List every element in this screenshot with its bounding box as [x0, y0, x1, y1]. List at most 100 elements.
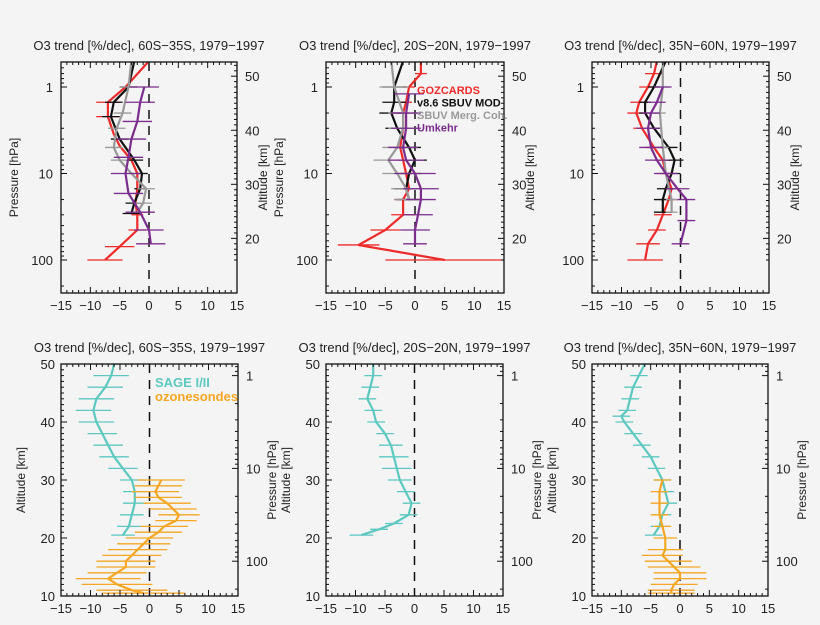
y-tick-label: 40: [572, 415, 586, 430]
x-tick-label: 5: [440, 601, 447, 616]
x-tick-label: −15: [581, 298, 603, 313]
x-tick-label: 15: [230, 298, 244, 313]
x-tick-label: −10: [344, 601, 366, 616]
y-axis-label-right: Pressure [hPa]: [795, 440, 809, 519]
y-right-tick-label: 20: [777, 231, 791, 246]
y-tick-label: 100: [31, 253, 53, 268]
x-tick-label: 5: [706, 601, 713, 616]
panel-title: O3 trend [%/dec], 35N−60N, 1979−1997: [564, 340, 797, 355]
x-tick-label: 10: [200, 298, 214, 313]
y-right-tick-label: 100: [246, 554, 268, 569]
y-right-tick-label: 50: [245, 69, 259, 84]
y-right-tick-label: 1: [246, 369, 253, 384]
legend-entry: Umkehr: [417, 123, 459, 135]
x-tick-label: 0: [676, 601, 683, 616]
y-tick-label: 100: [562, 253, 584, 268]
y-tick-label: 20: [41, 531, 55, 546]
y-tick-label: 10: [39, 167, 53, 182]
y-right-tick-label: 50: [512, 69, 526, 84]
y-tick-label: 50: [41, 357, 55, 372]
series-sbuv-merg-coh-: [105, 62, 155, 213]
panel-title: O3 trend [%/dec], 60S−35S, 1979−1997: [33, 38, 264, 53]
x-tick-label: 0: [145, 298, 152, 313]
y-axis-label-right: Altitude [km]: [523, 144, 537, 210]
x-tick-label: −10: [79, 601, 101, 616]
y-tick-label: 100: [296, 253, 318, 268]
y-right-tick-label: 20: [512, 231, 526, 246]
y-tick-label: 40: [41, 415, 55, 430]
x-tick-label: −15: [581, 601, 603, 616]
x-tick-label: 15: [497, 298, 511, 313]
x-tick-label: −10: [610, 601, 632, 616]
x-tick-label: 5: [441, 298, 448, 313]
panel-6: O3 trend [%/dec], 35N−60N, 1979−1997−15−…: [545, 340, 809, 616]
y-right-tick-label: 40: [245, 123, 259, 138]
y-tick-label: 30: [572, 473, 586, 488]
x-tick-label: 15: [762, 298, 776, 313]
x-tick-label: −15: [315, 601, 337, 616]
series-line: [109, 62, 144, 214]
y-axis-label-right: Pressure [hPa]: [265, 440, 279, 519]
series-v8-6-sbuv-mod: [102, 62, 148, 215]
panel-5: O3 trend [%/dec], 20S−20N, 1979−1997−15−…: [279, 340, 544, 616]
x-tick-label: −10: [610, 298, 632, 313]
series-umkehr: [636, 86, 696, 245]
x-tick-label: 5: [175, 298, 182, 313]
y-right-tick-label: 30: [512, 177, 526, 192]
panel-3: O3 trend [%/dec], 35N−60N, 1979−1997−15−…: [562, 38, 802, 313]
y-right-tick-label: 100: [776, 554, 798, 569]
x-tick-label: −5: [644, 298, 659, 313]
panel-title: O3 trend [%/dec], 20S−20N, 1979−1997: [298, 340, 530, 355]
series-line: [124, 86, 152, 244]
x-tick-label: −5: [112, 298, 127, 313]
y-tick-label: 1: [577, 80, 584, 95]
panel-4: O3 trend [%/dec], 60S−35S, 1979−1997 −15−…: [14, 340, 279, 616]
y-axis-label-left: Pressure [hPa]: [272, 138, 286, 217]
legend-entry: v8.6 SBUV MOD: [417, 98, 501, 110]
series-ozonesondes: [641, 479, 707, 594]
x-tick-label: 0: [146, 601, 153, 616]
series-line: [390, 62, 417, 200]
x-tick-label: −5: [643, 601, 658, 616]
y-axis-label-left: Pressure [hPa]: [7, 138, 21, 217]
panel-title: O3 trend [%/dec], 60S−35S, 1979−1997: [34, 340, 265, 355]
x-tick-label: −5: [378, 601, 393, 616]
panel-title: O3 trend [%/dec], 35N−60N, 1979−1997: [564, 38, 797, 53]
x-tick-label: −10: [79, 298, 101, 313]
x-tick-label: 15: [496, 601, 510, 616]
series-umkehr: [388, 93, 439, 245]
x-tick-label: −10: [345, 298, 367, 313]
plot-area: [627, 62, 696, 293]
y-tick-label: 10: [306, 589, 320, 604]
y-tick-label: 1: [311, 80, 318, 95]
legend-entry: GOZCARDS: [417, 85, 480, 97]
x-tick-label: 10: [467, 298, 481, 313]
x-tick-label: 10: [466, 601, 480, 616]
y-right-tick-label: 1: [511, 369, 518, 384]
series-ozonesondes: [75, 479, 200, 595]
y-right-tick-label: 50: [777, 69, 791, 84]
y-axis-label-right: Altitude [km]: [788, 144, 802, 210]
x-tick-label: −15: [50, 601, 72, 616]
y-axis-label-left: Altitude [km]: [545, 447, 559, 513]
series-line: [104, 62, 150, 261]
y-tick-label: 30: [41, 473, 55, 488]
x-tick-label: 5: [175, 601, 182, 616]
y-tick-label: 20: [572, 531, 586, 546]
panel-title: O3 trend [%/dec], 20S−20N, 1979−1997: [299, 38, 531, 53]
plot-area: [612, 364, 707, 596]
legend-entry: SAGE I/II: [155, 375, 210, 390]
x-tick-label: 15: [231, 601, 245, 616]
y-axis-label-left: Altitude [km]: [14, 447, 28, 513]
y-axis-label-right: Altitude [km]: [256, 144, 270, 210]
series-line: [658, 479, 682, 594]
series-sage-i-ii: [75, 364, 147, 536]
x-tick-label: 0: [411, 601, 418, 616]
series-line: [112, 62, 148, 213]
plot-area: [337, 62, 504, 293]
y-right-tick-label: 1: [776, 369, 783, 384]
y-right-tick-label: 20: [245, 231, 259, 246]
y-tick-label: 50: [306, 357, 320, 372]
y-axis-label-left: Altitude [km]: [279, 447, 293, 513]
